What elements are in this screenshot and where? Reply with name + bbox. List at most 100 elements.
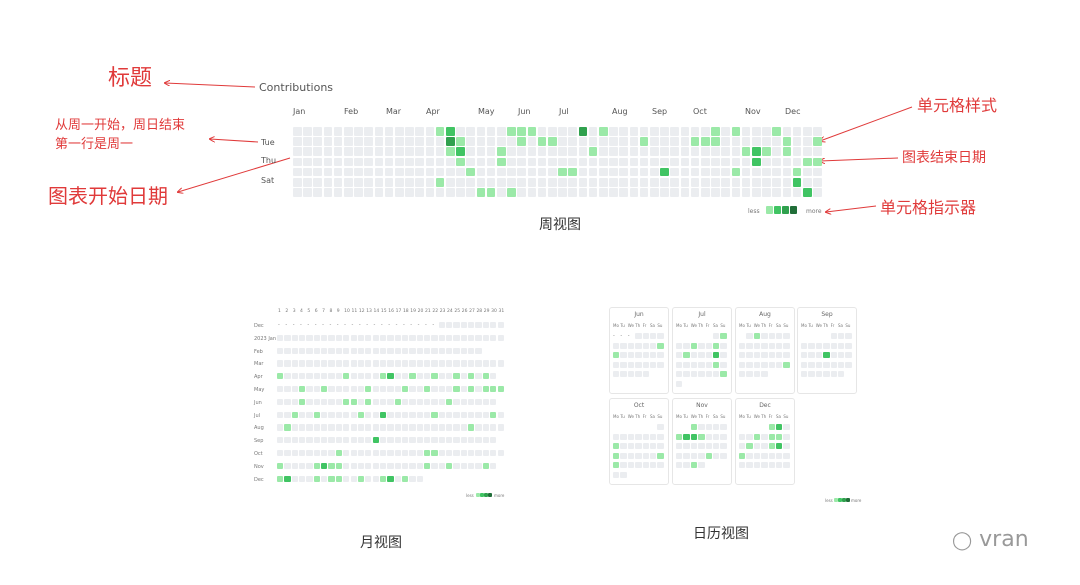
month-cell	[387, 450, 394, 457]
month-cell	[394, 334, 401, 342]
week-cell	[527, 127, 537, 136]
week-cell	[384, 178, 394, 187]
calendar-weekday-head: Th	[698, 323, 704, 328]
week-month-label: Oct	[693, 107, 707, 116]
week-cell	[762, 127, 771, 136]
calendar-day-cell	[713, 361, 720, 368]
month-row-label: Oct	[254, 451, 263, 457]
week-cell	[711, 127, 720, 136]
week-cell	[792, 137, 802, 146]
calendar-day-cell	[620, 452, 627, 459]
calendar-day-cell	[705, 433, 712, 440]
calendar-day-cell	[815, 342, 823, 349]
calendar-weekday-head: We	[627, 414, 634, 419]
week-cell	[364, 157, 373, 167]
calendar-day-cell	[713, 333, 720, 340]
week-cell	[456, 167, 465, 177]
month-cell	[409, 360, 416, 367]
week-cell	[558, 157, 567, 167]
calendar-weekday-head: Mo	[739, 323, 745, 328]
month-cell	[299, 398, 306, 406]
week-cell	[711, 188, 720, 197]
calendar-day-cell	[746, 333, 753, 340]
month-cell	[468, 334, 475, 342]
week-cell	[405, 127, 414, 136]
month-day-header: 9	[336, 309, 340, 314]
week-cell	[303, 147, 312, 156]
week-cell	[629, 127, 639, 136]
calendar-day-cell	[768, 424, 775, 431]
month-cell	[350, 373, 357, 380]
calendar-day-cell	[808, 361, 815, 368]
week-cell	[721, 127, 730, 136]
week-cell	[568, 137, 577, 146]
week-cell	[578, 157, 588, 167]
month-cell	[446, 386, 453, 393]
month-day-header: 5	[307, 309, 311, 314]
calendar-weekday-head: Th	[698, 414, 704, 419]
calendar-day-cell	[698, 443, 705, 450]
calendar-day-cell	[613, 443, 620, 450]
week-cell	[435, 167, 445, 177]
week-cell	[711, 157, 720, 167]
month-cell	[438, 424, 445, 431]
calendar-day-cell	[650, 452, 657, 459]
calendar-day-cell	[657, 462, 664, 469]
calendar-day-cell	[627, 352, 635, 359]
annotation-first-row: 第一行是周一	[55, 137, 134, 152]
calendar-weekday-head: Fr	[642, 414, 647, 419]
month-cell	[438, 322, 445, 329]
week-cell	[497, 137, 506, 146]
month-cell	[416, 347, 423, 354]
week-cell	[456, 147, 465, 156]
week-cell	[313, 188, 322, 197]
week-cell	[507, 127, 516, 136]
week-cell	[619, 178, 628, 187]
calendar-legend-swatch	[834, 498, 838, 502]
month-cell	[438, 373, 445, 380]
week-cell	[578, 188, 588, 197]
month-cell	[306, 450, 313, 457]
calendar-day-cell	[713, 452, 720, 459]
month-cell	[475, 450, 482, 457]
week-legend-more: more	[806, 208, 822, 215]
calendar-day-cell	[676, 342, 683, 349]
month-cell	[438, 462, 445, 470]
month-cell	[284, 475, 291, 482]
week-cell	[507, 147, 516, 156]
annotation-cell-style: 单元格样式	[917, 96, 998, 115]
week-cell	[772, 127, 781, 136]
arrow-weekday	[210, 139, 259, 143]
month-cell	[379, 475, 387, 482]
calendar-day-cell	[635, 342, 642, 349]
month-cell	[475, 398, 482, 406]
week-cell	[782, 167, 792, 177]
month-cell	[328, 450, 335, 457]
calendar-day-cell	[705, 342, 712, 349]
week-cell	[568, 178, 577, 187]
week-cell	[660, 188, 669, 197]
month-cell	[335, 373, 343, 380]
week-cell	[476, 147, 486, 156]
calendar-day-cell	[761, 333, 768, 340]
calendar-day-cell	[705, 443, 712, 450]
week-cell	[639, 127, 649, 136]
week-cell	[721, 178, 730, 187]
month-cell	[409, 475, 416, 482]
week-month-label: Sep	[652, 107, 668, 116]
month-cell	[401, 462, 409, 470]
week-weekday-label: Tue	[261, 138, 275, 147]
month-cell	[401, 475, 409, 482]
calendar-day-cell	[808, 352, 815, 359]
calendar-weekday-head: Fr	[768, 414, 773, 419]
month-row-label: Jul	[254, 412, 261, 419]
annotation-start-date: 图表开始日期	[48, 184, 168, 208]
month-day-header: 13	[366, 309, 372, 314]
week-cell	[690, 167, 700, 177]
week-cell	[293, 137, 302, 146]
month-cell	[350, 386, 357, 393]
month-cell	[379, 334, 387, 342]
week-cell	[609, 147, 618, 156]
calendar-day-cell	[635, 443, 642, 450]
calendar-day-cell	[823, 361, 830, 368]
